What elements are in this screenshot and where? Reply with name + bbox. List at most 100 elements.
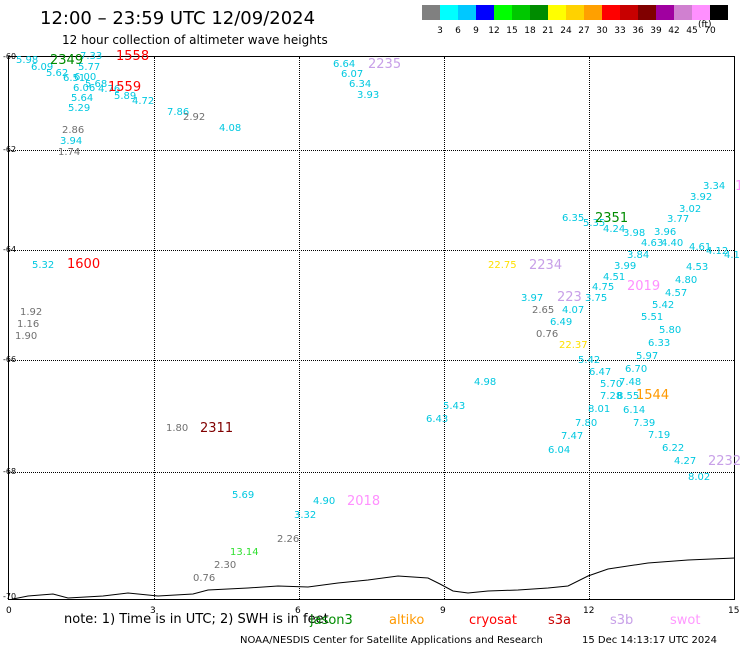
wave-height-value: 4.57 [665, 288, 688, 299]
pass-time-label: 2232 [708, 454, 740, 469]
map-title: 12:00 – 23:59 UTC 12/09/2024 [40, 8, 316, 29]
lon-label: 12 [583, 606, 595, 616]
wave-height-value: 5.77 [78, 62, 101, 73]
wave-height-value: 0.76 [536, 329, 559, 340]
wave-height-value: 5.51 [641, 312, 664, 323]
pass-time-label: 2018 [347, 494, 381, 509]
wave-height-value: 5.35 [583, 218, 606, 229]
pass-time-label: 1544 [636, 388, 670, 403]
wave-height-value: 1.80 [166, 423, 189, 434]
pass-time-label: 2349 [50, 53, 84, 68]
wave-height-value: 4.1 [724, 250, 740, 261]
wave-height-value: 4.90 [313, 496, 336, 507]
color-scale-unit: (ft) [698, 20, 712, 30]
wave-height-value: 5.32 [32, 260, 55, 271]
wave-height-value: 5.68 [85, 79, 108, 90]
wave-height-value: 6.51 [63, 73, 86, 84]
color-swatch [638, 5, 656, 20]
legend-cryosat: cryosat [469, 613, 517, 628]
wave-height-value: 6.06 [73, 83, 96, 94]
color-scale-label: 6 [455, 26, 461, 36]
grid-line-lon [589, 57, 590, 599]
wave-height-value: 2.92 [183, 112, 206, 123]
grid-line-lat [9, 250, 734, 251]
grid-line-lon [299, 57, 300, 599]
wave-height-value: 2.30 [214, 560, 237, 571]
wave-height-value: 1.16 [17, 319, 40, 330]
grid-line-lat [9, 360, 734, 361]
legend-jason3: jason3 [310, 613, 353, 628]
color-scale-label: 70 [704, 26, 716, 36]
pass-time-label: 1 [735, 179, 740, 194]
pass-time-label: 1559 [108, 80, 142, 95]
coastline-shape [8, 557, 735, 600]
color-swatch [584, 5, 602, 20]
wave-height-value: 6.35 [562, 213, 585, 224]
legend-altiko: altiko [389, 613, 425, 628]
wave-height-value: 3.02 [679, 204, 702, 215]
wave-height-value: 2.86 [62, 125, 85, 136]
lat-label: -66 [3, 355, 17, 364]
wave-height-value: 6.70 [625, 364, 648, 375]
wave-height-value: 6.04 [548, 445, 571, 456]
wave-height-value: 5.97 [636, 351, 659, 362]
wave-height-value: 6.14 [623, 405, 646, 416]
color-swatch [476, 5, 494, 20]
wave-height-value: 4.40 [661, 238, 684, 249]
wave-height-value: 3.93 [357, 90, 380, 101]
wave-height-value: 6.09 [31, 62, 54, 73]
color-swatch [530, 5, 548, 20]
pass-time-label: 2351 [595, 211, 629, 226]
wave-height-value: 5.29 [68, 103, 91, 114]
wave-height-value: 3.97 [521, 293, 544, 304]
pass-time-label: 1600 [67, 257, 101, 272]
wave-height-value: 8.02 [688, 472, 711, 483]
legend-s3a: s3a [548, 613, 572, 628]
color-swatch [566, 5, 584, 20]
grid-line-lat [9, 472, 734, 473]
wave-height-value: 6.49 [550, 317, 573, 328]
color-swatch [512, 5, 530, 20]
lon-label: 9 [440, 606, 446, 616]
wave-height-value: 5.89 [114, 91, 137, 102]
color-scale-label: 12 [488, 26, 500, 36]
wave-height-value: 1.74 [58, 147, 81, 158]
wave-height-value: 6.22 [662, 443, 685, 454]
color-scale-label: 9 [473, 26, 479, 36]
legend-swot: swot [670, 613, 701, 628]
wave-height-value: 4.72 [132, 96, 155, 107]
color-swatch [710, 5, 728, 20]
wave-height-value: 7.86 [167, 107, 190, 118]
lat-label: -64 [3, 245, 17, 254]
lat-label: -68 [3, 467, 17, 476]
wave-height-value: 7.19 [648, 430, 671, 441]
wave-height-value: 3.77 [667, 214, 690, 225]
lat-label: -70 [3, 592, 17, 601]
wave-height-value: 5.69 [232, 490, 255, 501]
color-scale-label: 3 [437, 26, 443, 36]
wave-height-value: 3.96 [654, 227, 677, 238]
wave-height-value: 5.80 [659, 325, 682, 336]
wave-height-value: 1.90 [15, 331, 38, 342]
color-swatch [656, 5, 674, 20]
wave-height-value: 5.42 [578, 355, 601, 366]
grid-line-lon [154, 57, 155, 599]
lon-label: 3 [150, 606, 156, 616]
wave-height-value: 4.80 [675, 275, 698, 286]
grid-line-lat [9, 150, 734, 151]
wave-height-value: 2.26 [277, 534, 300, 545]
wave-height-value: 7.80 [575, 418, 598, 429]
wave-height-value: 4.61 [689, 242, 712, 253]
wave-height-value: 3.75 [585, 293, 608, 304]
wave-height-value: 3.92 [690, 192, 713, 203]
pass-time-label: 2235 [368, 57, 402, 72]
color-swatch [458, 5, 476, 20]
color-swatch [422, 5, 440, 20]
color-scale-label: 45 [686, 26, 698, 36]
color-scale-label: 15 [506, 26, 518, 36]
color-scale-label: 42 [668, 26, 680, 36]
wave-height-value: 4.12 [706, 246, 729, 257]
wave-height-value: 6.47 [589, 367, 612, 378]
wave-height-value: 5.70 [600, 379, 623, 390]
wave-height-value: 6.64 [333, 59, 356, 70]
